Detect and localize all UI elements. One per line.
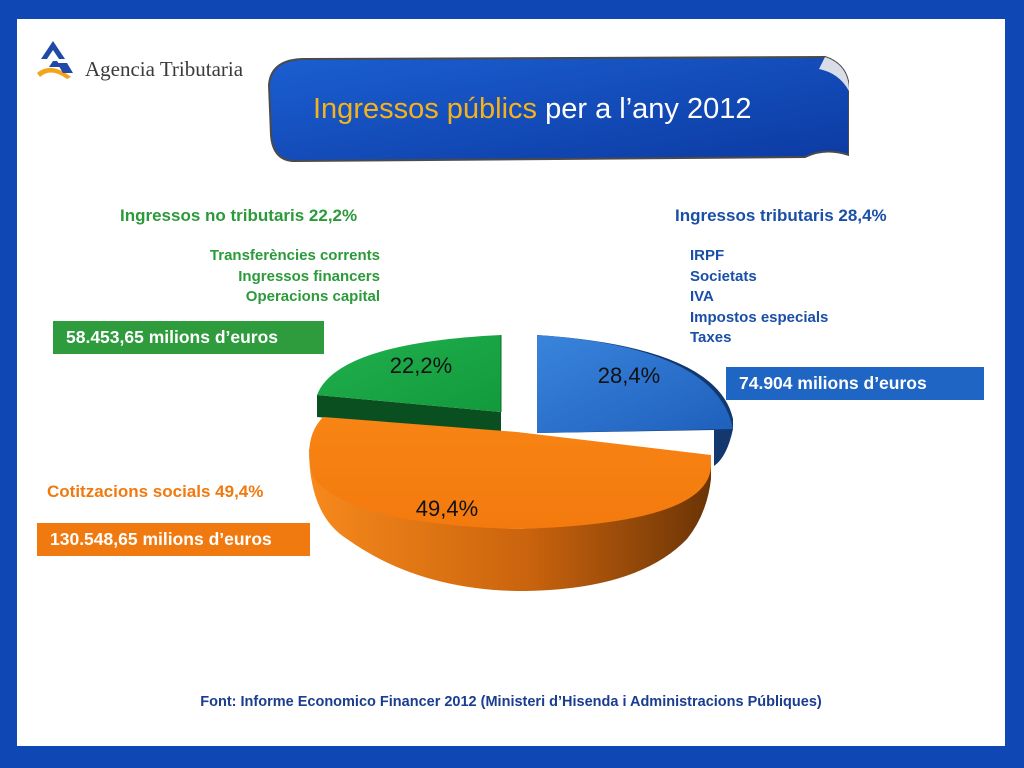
source-note: Font: Informe Economico Financer 2012 (M… — [200, 694, 822, 710]
tax-list: IRPF Societats IVA Impostos especials Ta… — [690, 246, 828, 349]
non-tax-heading: Ingressos no tributaris 22,2% — [120, 206, 358, 225]
banner-ribbon-icon — [267, 55, 849, 163]
tax-item: IRPF — [690, 247, 725, 264]
tax-item: IVA — [690, 288, 714, 305]
page-title: Ingressos públics per a l’any 2012 — [313, 93, 752, 126]
pie-label-tax: 28,4% — [598, 363, 660, 388]
tax-amount: 74.904 milions d’euros — [726, 367, 984, 400]
pie-label-non-tax: 22,2% — [390, 353, 452, 378]
title-banner: Ingressos públics per a l’any 2012 — [265, 51, 849, 165]
title-highlight: Ingressos públics — [313, 93, 538, 125]
logo-mark-icon — [37, 41, 73, 79]
non-tax-item: Operacions capital — [245, 288, 380, 305]
tax-heading: Ingressos tributaris 28,4% — [675, 206, 887, 225]
pie-label-social: 49,4% — [416, 496, 478, 521]
social-amount: 130.548,65 milions d’euros — [37, 523, 310, 556]
non-tax-item: Ingressos financers — [238, 267, 380, 285]
pie-slice-tax — [537, 335, 733, 466]
pie-slice-social — [309, 417, 711, 591]
agencia-tributaria-logo: Agencia Tributaria — [31, 39, 243, 89]
tax-item: Taxes — [690, 329, 732, 346]
tax-item: Societats — [690, 267, 757, 285]
logo-text: Agencia Tributaria — [85, 57, 244, 81]
social-heading: Cotitzacions socials 49,4% — [47, 482, 264, 501]
title-rest: per a l’any 2012 — [537, 93, 752, 125]
non-tax-list: Transferències corrents Ingressos financ… — [210, 246, 380, 308]
tax-item: Impostos especials — [690, 308, 829, 326]
slide: Agencia Tributaria Ingressos públics per… — [17, 19, 1005, 746]
non-tax-item: Transferències corrents — [209, 247, 380, 264]
non-tax-amount: 58.453,65 milions d’euros — [53, 321, 324, 354]
pie-slice-non-tax — [317, 335, 502, 434]
pie-chart: 22,2% 28,4% 49,4% — [309, 335, 733, 591]
